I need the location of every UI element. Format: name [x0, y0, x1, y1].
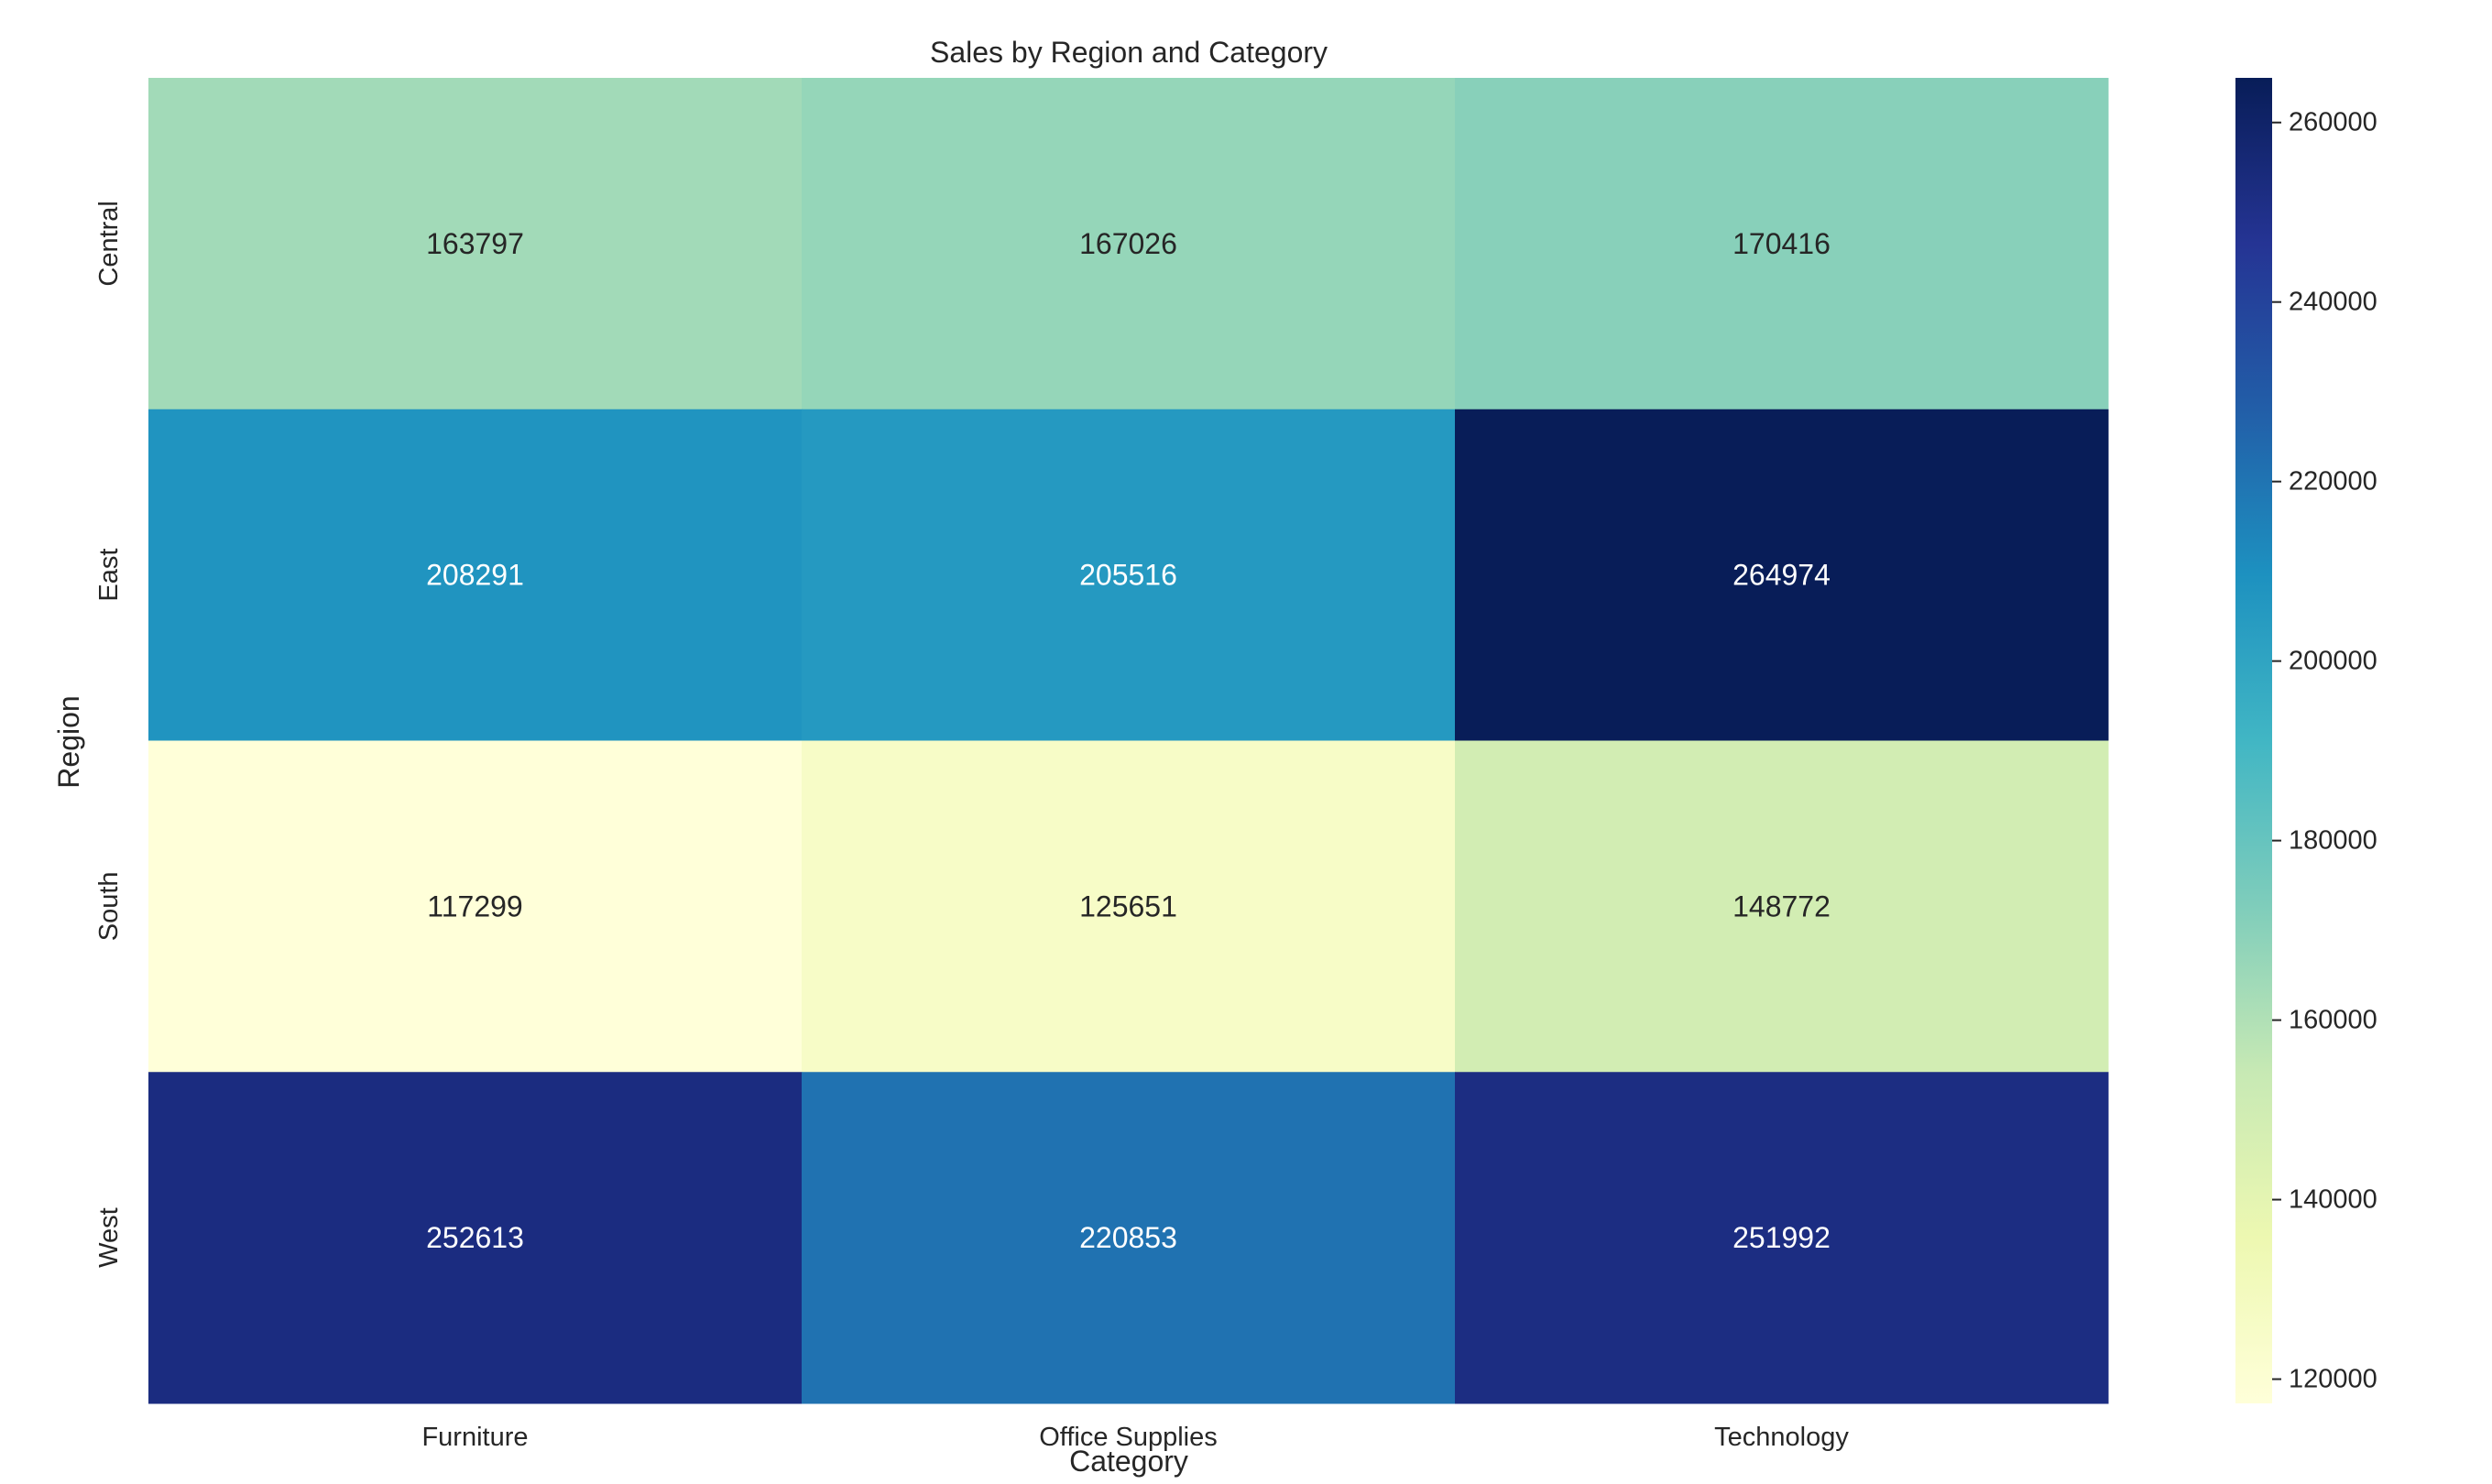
heatmap-cell-labels: 163797 167026 170416 208291 205516 264974 1172…	[426, 227, 1831, 1254]
cell-value-label: 148772	[1732, 889, 1831, 922]
heatmap-cell	[148, 409, 803, 741]
colorbar	[2235, 78, 2272, 1403]
y-tick-label: South	[94, 871, 124, 941]
cell-value-label: 167026	[1079, 227, 1177, 260]
y-tick-label: West	[94, 1207, 124, 1268]
colorbar-tick-label: 140000	[2289, 1185, 2377, 1215]
colorbar-tick-label: 260000	[2289, 108, 2377, 137]
cell-value-label: 170416	[1732, 227, 1831, 260]
heatmap-cell	[1455, 1072, 2109, 1404]
heatmap-cell	[1455, 740, 2109, 1073]
heatmap-cell	[148, 78, 803, 410]
cell-value-label: 205516	[1079, 559, 1177, 592]
colorbar-ticks: 120000 140000 160000 180000 200000 220000 2400…	[2272, 108, 2377, 1394]
x-tick-label: Office Supplies	[1039, 1423, 1218, 1452]
x-axis-title: Category	[1069, 1445, 1188, 1478]
colorbar-tick-label: 240000	[2289, 288, 2377, 317]
x-axis-ticks: Furniture Office Supplies Technology	[421, 1423, 1849, 1452]
y-axis-title: Region	[52, 695, 85, 788]
colorbar-tick-label: 120000	[2289, 1365, 2377, 1394]
heatmap-cells	[148, 78, 2109, 1404]
colorbar-tick-label: 160000	[2289, 1006, 2377, 1035]
cell-value-label: 264974	[1732, 559, 1831, 592]
heatmap-cell	[802, 740, 1456, 1073]
x-tick-label: Furniture	[421, 1423, 528, 1452]
heatmap-cell	[1455, 409, 2109, 741]
cell-value-label: 251992	[1732, 1221, 1831, 1254]
heatmap-cell	[148, 1072, 803, 1404]
y-tick-label: Central	[94, 201, 124, 287]
cell-value-label: 163797	[426, 227, 524, 260]
cell-value-label: 252613	[426, 1221, 524, 1254]
x-tick-label: Technology	[1714, 1423, 1849, 1452]
cell-value-label: 117299	[427, 889, 522, 922]
chart-title: Sales by Region and Category	[930, 36, 1328, 69]
heatmap-cell	[802, 1072, 1456, 1404]
colorbar-tick-label: 220000	[2289, 467, 2377, 496]
colorbar-tick-label: 180000	[2289, 826, 2377, 856]
y-axis-ticks: Central East South West	[94, 201, 124, 1268]
heatmap-cell	[802, 409, 1456, 741]
heatmap-cell	[802, 78, 1456, 410]
colorbar-tick-label: 200000	[2289, 647, 2377, 676]
heatmap-cell	[148, 740, 803, 1073]
cell-value-label: 220853	[1079, 1221, 1177, 1254]
heatmap-cell	[1455, 78, 2109, 410]
cell-value-label: 208291	[426, 559, 524, 592]
cell-value-label: 125651	[1079, 889, 1177, 922]
y-tick-label: East	[94, 549, 124, 602]
